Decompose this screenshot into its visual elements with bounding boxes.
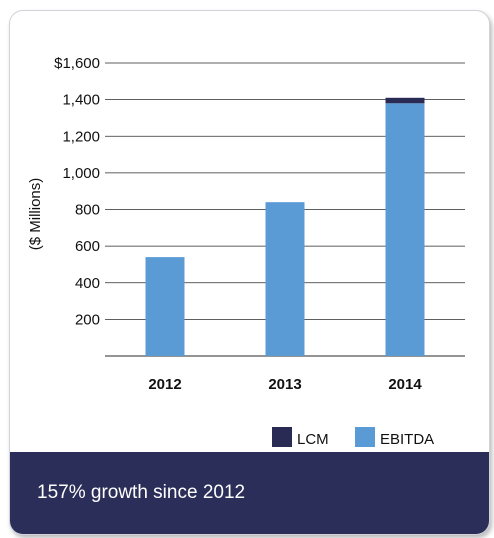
y-tick-labels: 200 400 600 800 1,000 1,200 1,400 $1,600 (54, 55, 100, 328)
bar-ebitda-2014 (385, 103, 425, 356)
bars (145, 97, 425, 356)
legend-swatch-lcm (272, 427, 292, 447)
chart-card: ($ Millions) 200 400 600 800 1,000 1,200 1,400… (9, 10, 490, 535)
y-tick-label: $1,600 (54, 55, 100, 72)
x-category-labels: 2012 2013 2014 (148, 376, 422, 393)
x-category-label: 2013 (268, 376, 301, 393)
y-tick-label: 400 (75, 275, 100, 292)
y-tick-label: 1,000 (62, 165, 100, 182)
y-tick-label: 1,200 (62, 128, 100, 145)
legend-label-lcm: LCM (297, 431, 329, 448)
legend-label-ebitda: EBITDA (380, 431, 434, 448)
y-tick-label: 800 (75, 202, 100, 219)
summary-footer: 157% growth since 2012 (10, 452, 489, 534)
bar-ebitda-2012 (145, 257, 185, 356)
y-tick-label: 200 (75, 311, 100, 328)
y-tick-label: 1,400 (62, 92, 100, 109)
y-axis-label: ($ Millions) (27, 178, 44, 251)
y-tick-label: 600 (75, 238, 100, 255)
bar-chart: ($ Millions) 200 400 600 800 1,000 1,200 1,400… (27, 55, 465, 448)
growth-summary-text: 157% growth since 2012 (37, 482, 246, 503)
x-category-label: 2014 (388, 376, 422, 393)
legend: LCM EBITDA (272, 427, 434, 448)
bar-lcm-2014 (385, 97, 425, 104)
legend-swatch-ebitda (355, 427, 375, 447)
bar-ebitda-2013 (265, 202, 305, 356)
x-category-label: 2012 (148, 376, 181, 393)
